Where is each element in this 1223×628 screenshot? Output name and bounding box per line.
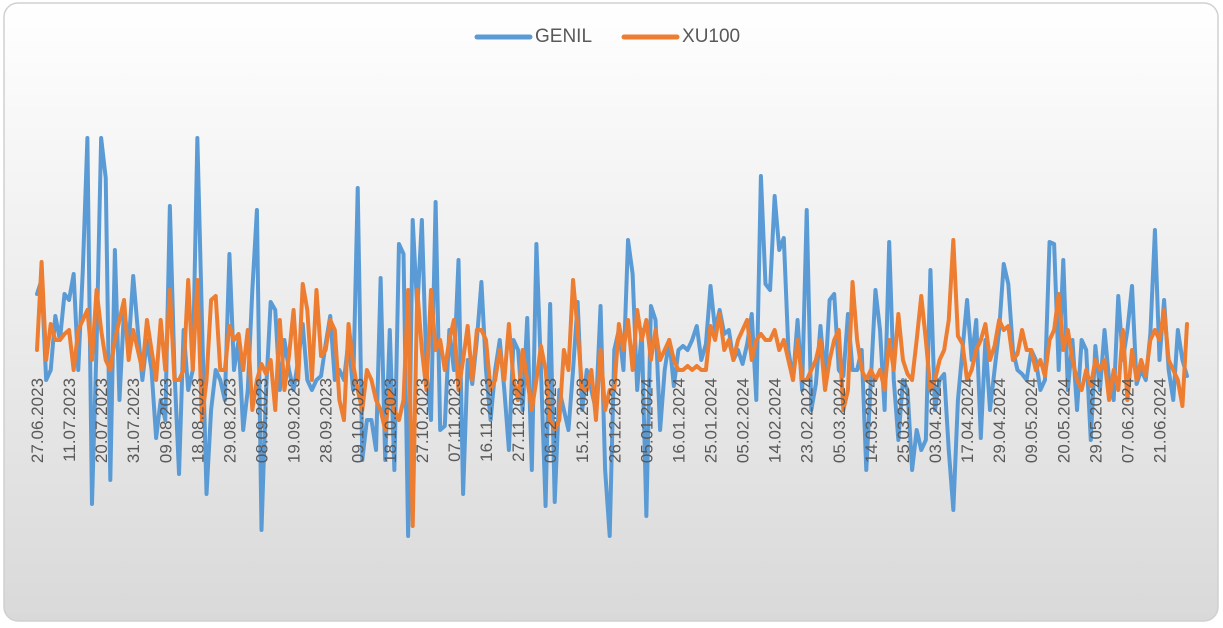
x-tick-label: 05.03.2024: [830, 378, 849, 463]
x-tick-label: 21.06.2024: [1151, 378, 1170, 463]
x-tick-label: 27.10.2023: [413, 378, 432, 463]
x-tick-label: 03.04.2024: [926, 378, 945, 463]
x-tick-label: 14.02.2024: [766, 378, 785, 463]
x-tick-label: 20.05.2024: [1054, 378, 1073, 463]
x-tick-label: 05.02.2024: [734, 378, 753, 463]
x-axis-labels: 27.06.2023 11.07.2023 20.07.2023 31.07.2023…: [28, 378, 1170, 463]
x-tick-label: 29.05.2024: [1086, 378, 1105, 463]
x-tick-label: 27.06.2023: [28, 378, 47, 463]
x-tick-label: 08.09.2023: [253, 378, 272, 463]
legend: GENIL XU100: [474, 26, 740, 47]
x-tick-label: 29.04.2024: [990, 378, 1009, 463]
x-tick-label: 25.03.2024: [894, 378, 913, 463]
legend-label: XU100: [682, 26, 740, 47]
x-tick-label: 26.12.2023: [605, 378, 624, 463]
plot-area: [35, 136, 1189, 538]
x-tick-label: 06.12.2023: [541, 378, 560, 463]
line-series: [35, 136, 1189, 538]
x-tick-label: 11.07.2023: [60, 378, 79, 462]
x-tick-label: 19.09.2023: [285, 378, 304, 463]
x-tick-label: 23.02.2024: [798, 378, 817, 463]
x-tick-label: 14.03.2024: [862, 378, 881, 463]
x-tick-label: 09.10.2023: [349, 378, 368, 463]
x-tick-label: 25.01.2024: [702, 378, 721, 463]
line-series: [35, 238, 1189, 528]
x-tick-label: 18.10.2023: [381, 378, 400, 463]
x-tick-label: 28.09.2023: [317, 378, 336, 463]
x-tick-label: 09.05.2024: [1022, 378, 1041, 463]
x-tick-label: 09.08.2023: [156, 378, 175, 463]
x-tick-label: 17.04.2024: [958, 378, 977, 463]
x-tick-label: 05.01.2024: [637, 378, 656, 463]
x-tick-label: 20.07.2023: [92, 378, 111, 463]
x-tick-label: 07.06.2024: [1118, 378, 1137, 463]
legend-label: GENIL: [535, 26, 592, 47]
x-tick-label: 18.08.2023: [188, 378, 207, 463]
x-tick-label: 29.08.2023: [220, 378, 239, 463]
x-tick-label: 31.07.2023: [124, 378, 143, 463]
x-tick-label: 07.11.2023: [445, 378, 464, 462]
x-tick-label: 16.01.2024: [669, 378, 688, 463]
x-tick-label: 15.12.2023: [573, 378, 592, 463]
x-tick-label: 16.11.2023: [477, 378, 496, 462]
x-tick-label: 27.11.2023: [509, 378, 528, 462]
